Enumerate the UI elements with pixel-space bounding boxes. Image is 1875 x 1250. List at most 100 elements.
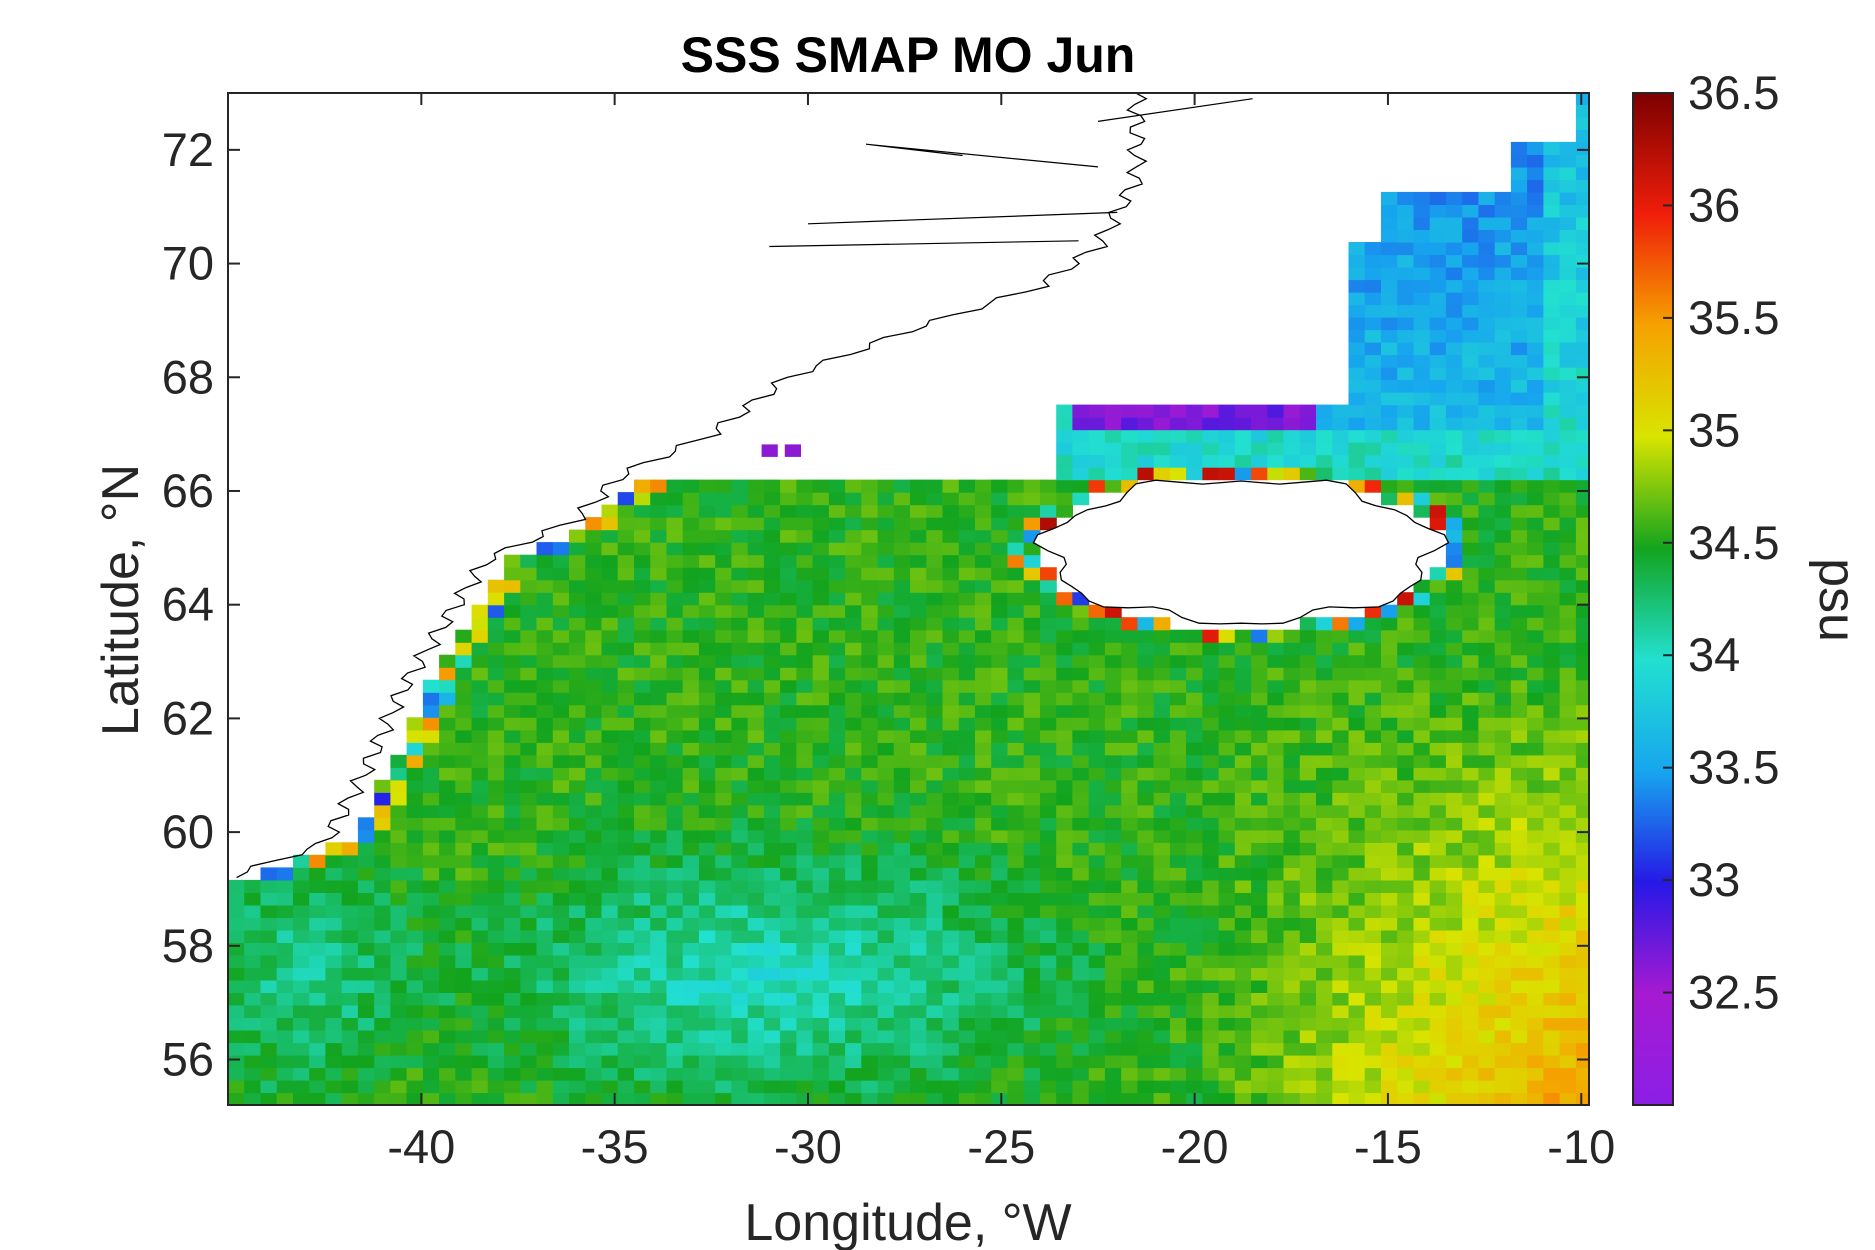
salinity-cell — [1397, 242, 1414, 256]
salinity-cell — [1088, 817, 1106, 831]
salinity-cell — [1575, 592, 1589, 606]
salinity-cell — [942, 929, 960, 943]
salinity-cell — [504, 867, 521, 881]
salinity-cell — [1381, 417, 1398, 431]
salinity-cell — [260, 979, 278, 993]
salinity-cell — [828, 579, 846, 593]
salinity-cell — [601, 617, 619, 631]
salinity-cell — [650, 629, 667, 643]
salinity-cell — [276, 1067, 294, 1081]
salinity-cell — [487, 792, 505, 806]
salinity-cell — [406, 1017, 424, 1031]
salinity-cell — [422, 729, 440, 743]
salinity-cell — [1559, 242, 1577, 256]
salinity-cell — [1381, 317, 1398, 331]
salinity-cell — [698, 817, 716, 831]
salinity-cell — [487, 1092, 505, 1105]
salinity-cell — [1429, 967, 1447, 981]
salinity-cell — [747, 604, 765, 618]
salinity-cell — [1478, 879, 1496, 893]
salinity-cell — [1007, 804, 1025, 818]
salinity-cell — [487, 929, 505, 943]
salinity-cell — [1137, 792, 1155, 806]
salinity-cell — [455, 667, 473, 681]
salinity-cell — [698, 804, 716, 818]
salinity-cell — [1316, 1030, 1333, 1044]
salinity-cell — [666, 917, 684, 931]
salinity-cell — [958, 917, 976, 931]
salinity-cell — [1202, 929, 1220, 943]
salinity-cell — [1348, 979, 1366, 993]
salinity-cell — [861, 604, 879, 618]
salinity-cell — [1397, 317, 1414, 331]
salinity-cell — [910, 854, 927, 868]
salinity-cell — [1543, 867, 1561, 881]
salinity-cell — [487, 617, 505, 631]
salinity-cell — [455, 1017, 473, 1031]
y-tick-label: 56 — [162, 1033, 214, 1086]
salinity-cell — [1234, 942, 1252, 956]
salinity-grid — [228, 93, 1589, 1105]
salinity-cell — [1299, 804, 1317, 818]
salinity-cell — [1559, 1042, 1577, 1056]
salinity-cell — [1494, 1017, 1512, 1031]
salinity-cell — [1543, 992, 1561, 1006]
salinity-cell — [601, 529, 619, 543]
salinity-cell — [390, 1092, 408, 1105]
salinity-cell — [877, 1080, 895, 1094]
salinity-cell — [520, 704, 538, 718]
salinity-cell — [1527, 579, 1544, 593]
salinity-cell — [1445, 592, 1463, 606]
salinity-cell — [357, 967, 375, 981]
salinity-cell — [861, 642, 879, 656]
salinity-cell — [926, 879, 944, 893]
salinity-cell — [406, 1030, 424, 1044]
salinity-cell — [1348, 867, 1366, 881]
salinity-cell — [1169, 704, 1187, 718]
salinity-cell — [1462, 967, 1479, 981]
salinity-cell — [975, 879, 992, 893]
salinity-cell — [374, 1017, 391, 1031]
salinity-cell — [877, 779, 895, 793]
salinity-cell — [1348, 279, 1366, 293]
salinity-cell — [585, 729, 603, 743]
salinity-cell — [276, 929, 294, 943]
salinity-cell — [666, 592, 684, 606]
salinity-cell — [1283, 717, 1301, 731]
salinity-cell — [487, 992, 505, 1006]
colorbar-tick-label: 34.5 — [1688, 516, 1779, 569]
salinity-cell — [1169, 1004, 1187, 1018]
salinity-cell — [650, 567, 667, 581]
salinity-cell — [926, 517, 944, 531]
salinity-cell — [617, 704, 635, 718]
salinity-cell — [1381, 429, 1398, 443]
salinity-cell — [698, 504, 716, 518]
salinity-cell — [520, 792, 538, 806]
salinity-cell — [487, 1042, 505, 1056]
salinity-cell — [650, 554, 667, 568]
salinity-cell — [1397, 942, 1414, 956]
salinity-cell — [1137, 979, 1155, 993]
salinity-cell — [1299, 467, 1317, 481]
salinity-cell — [1283, 779, 1301, 793]
salinity-cell — [455, 1092, 473, 1105]
salinity-cell — [439, 779, 456, 793]
salinity-cell — [796, 554, 814, 568]
salinity-cell — [1218, 442, 1236, 456]
salinity-cell — [228, 942, 245, 956]
salinity-cell — [1056, 779, 1073, 793]
salinity-cell — [1040, 642, 1057, 656]
salinity-cell — [1007, 1017, 1025, 1031]
salinity-cell — [601, 542, 619, 556]
salinity-cell — [828, 504, 846, 518]
salinity-cell — [357, 1004, 375, 1018]
salinity-cell — [780, 929, 797, 943]
salinity-cell — [1543, 1080, 1561, 1094]
salinity-cell — [666, 992, 684, 1006]
salinity-cell — [1413, 917, 1431, 931]
salinity-cell — [682, 1004, 700, 1018]
salinity-cell — [585, 754, 603, 768]
salinity-cell — [1413, 642, 1431, 656]
salinity-cell — [1332, 1017, 1350, 1031]
salinity-cell — [634, 579, 651, 593]
